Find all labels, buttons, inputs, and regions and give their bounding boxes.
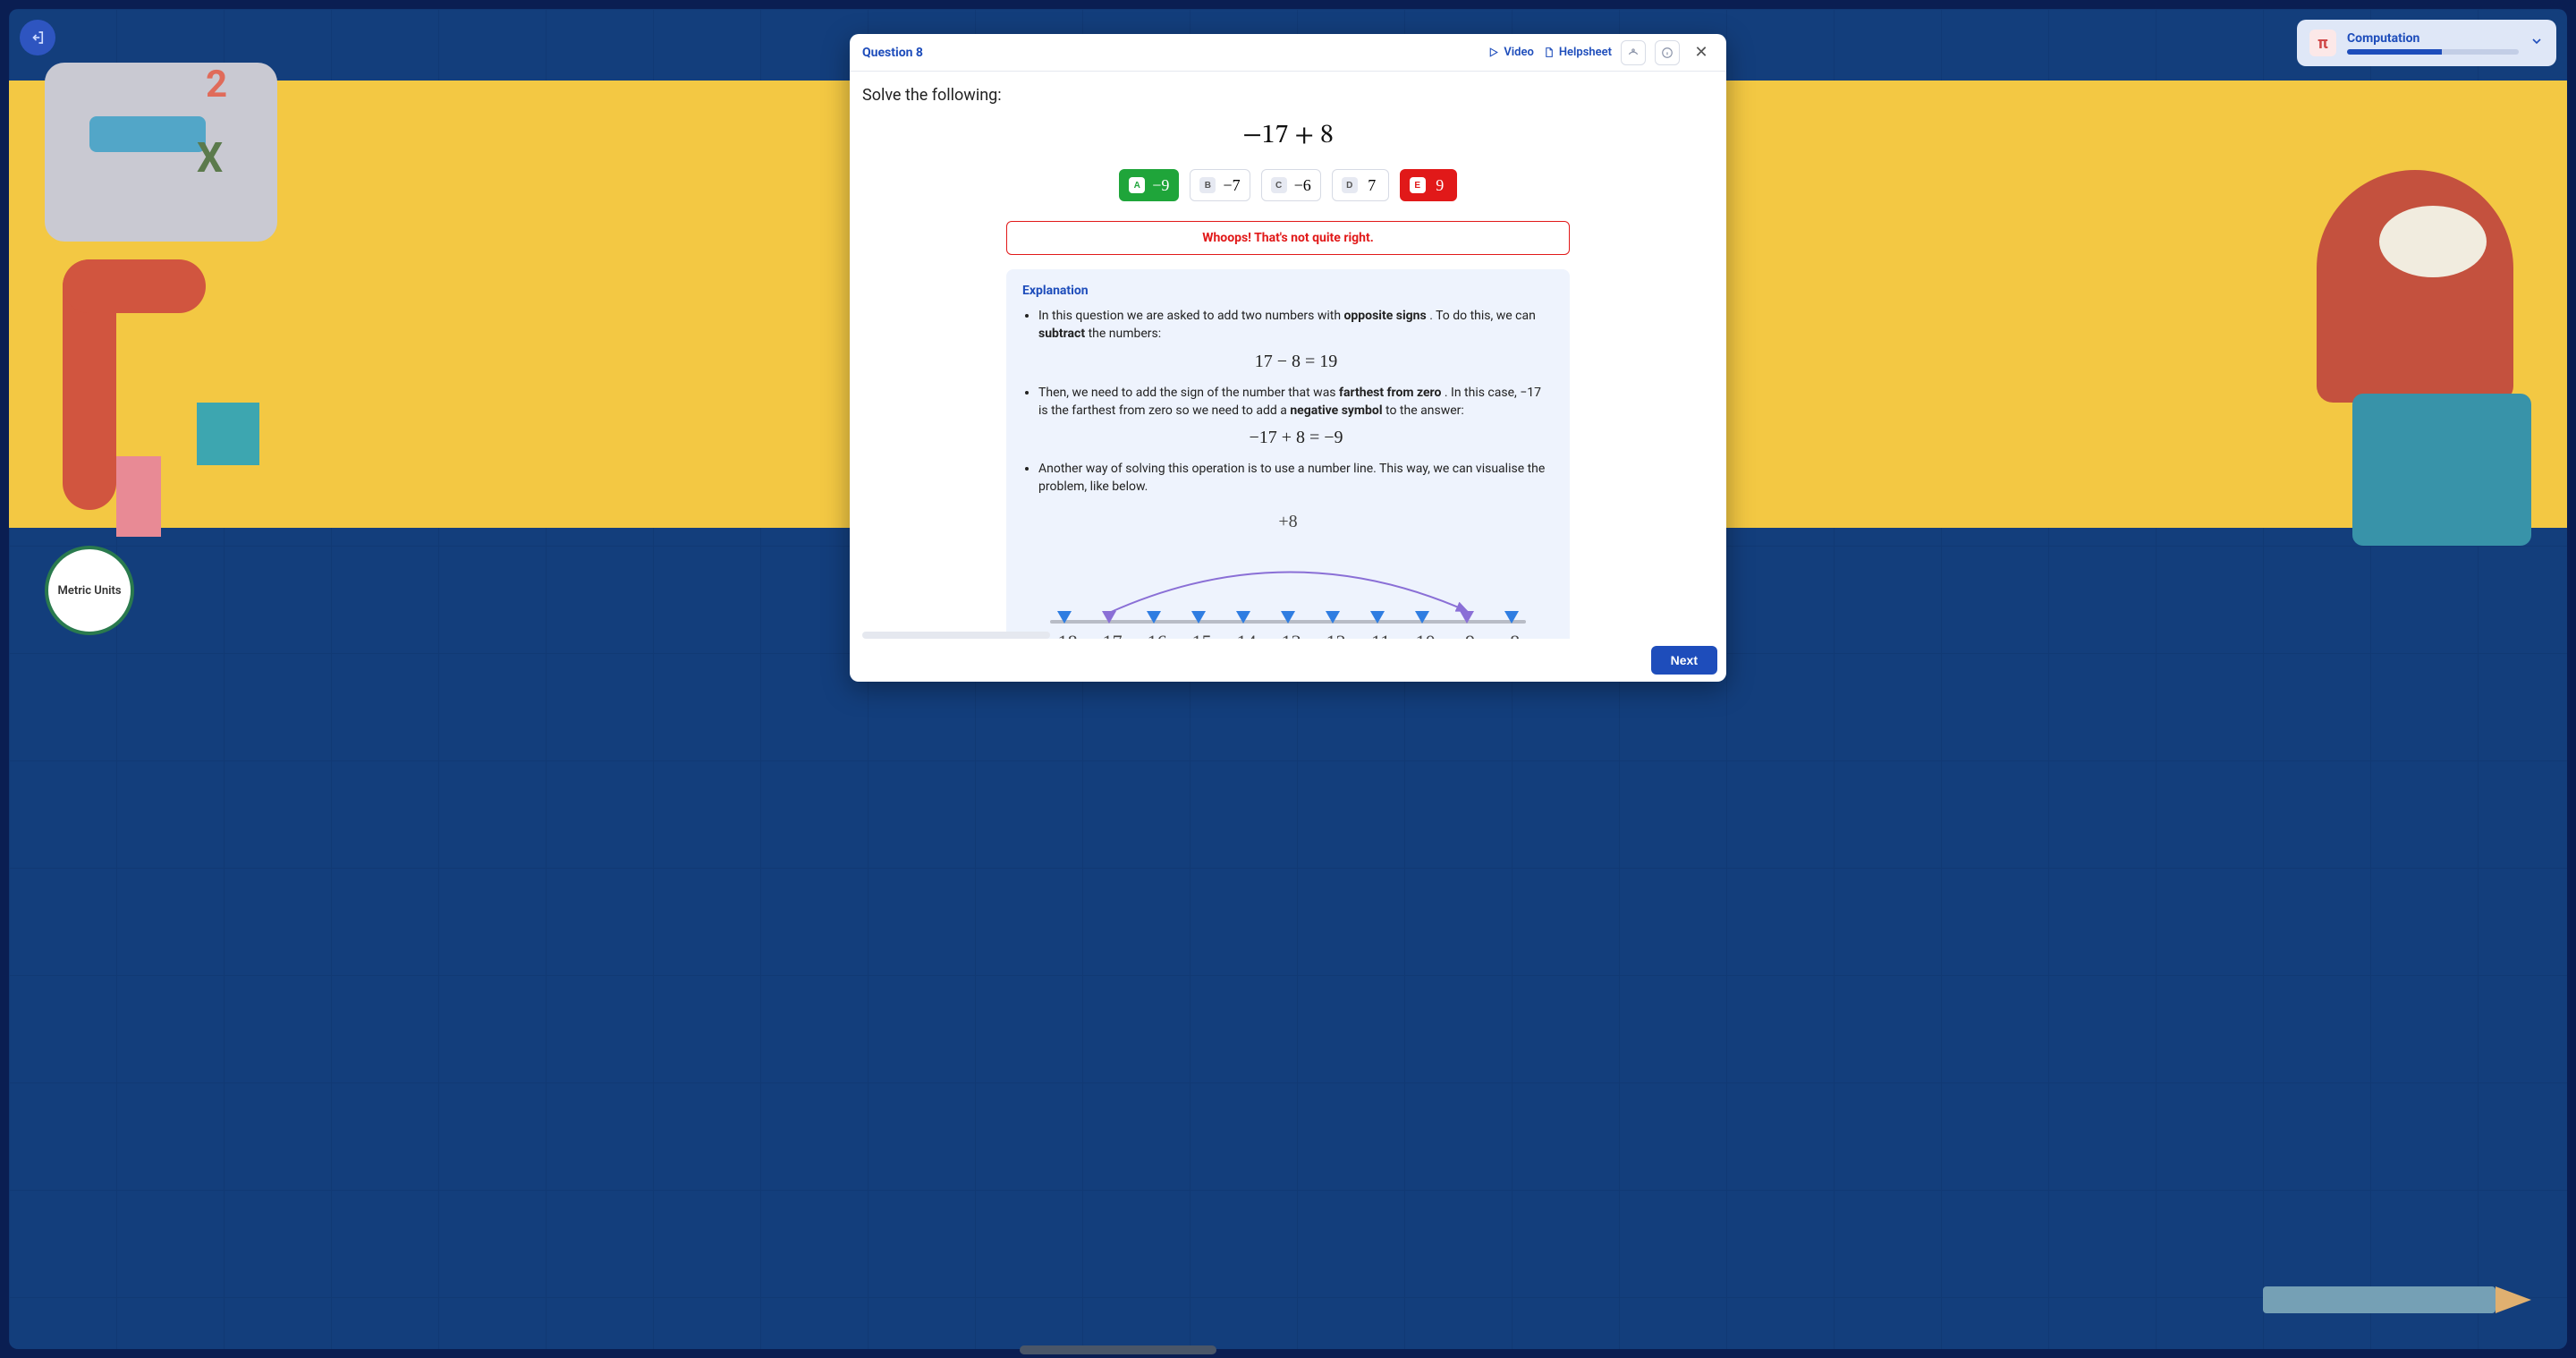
explain-p1-b: . To do this, we can <box>1429 309 1536 323</box>
svg-text:-10: -10 <box>1409 631 1435 639</box>
video-link[interactable]: Video <box>1487 46 1534 59</box>
explain-p1-bold2: subtract <box>1038 327 1085 341</box>
progress-bar <box>2347 49 2519 55</box>
exit-icon <box>30 30 46 46</box>
helpsheet-link[interactable]: Helpsheet <box>1543 46 1612 59</box>
chevron-down-icon <box>2529 34 2544 52</box>
pi-glyph: π <box>2318 34 2328 53</box>
svg-text:-12: -12 <box>1319 631 1345 639</box>
explain-p2-a: Then, we need to add the sign of the num… <box>1038 386 1339 400</box>
metric-units-label: Metric Units <box>57 584 121 598</box>
feedback-banner: Whoops! That's not quite right. <box>1006 221 1570 255</box>
bg-pencil <box>2263 1286 2496 1313</box>
svg-text:-17: -17 <box>1096 631 1122 639</box>
read-aloud-icon <box>1627 47 1640 59</box>
exit-button[interactable] <box>20 20 55 55</box>
answer-letter: D <box>1342 177 1358 193</box>
bg-robot-face <box>2379 206 2487 277</box>
bg-x-glyph: X <box>197 134 223 182</box>
os-horizontal-scrollbar[interactable] <box>1020 1345 1556 1354</box>
explain-eq2: −17 + 8 = −9 <box>1038 425 1554 451</box>
answer-letter: B <box>1199 177 1216 193</box>
answer-option-c[interactable]: C −6 <box>1261 169 1321 201</box>
progress-pill[interactable]: π Computation <box>2297 20 2556 66</box>
svg-text:+8: +8 <box>1278 512 1297 531</box>
progress-bar-fill <box>2347 49 2442 55</box>
answer-value: −9 <box>1152 176 1169 195</box>
bg-square-pink <box>116 456 161 537</box>
read-aloud-button[interactable] <box>1621 40 1646 65</box>
bg-pencil-tip <box>2496 1286 2531 1313</box>
svg-text:-9: -9 <box>1459 631 1475 639</box>
answer-option-a[interactable]: A −9 <box>1119 169 1179 201</box>
explain-p2-bold1: farthest from zero <box>1339 386 1441 400</box>
explain-p2-c: to the answer: <box>1385 403 1464 418</box>
modal-footer: Next <box>850 639 1726 682</box>
bg-2-glyph: 2 <box>206 63 227 106</box>
explain-p1-c: the numbers: <box>1089 327 1162 341</box>
explain-eq1: 17 − 8 = 19 <box>1038 349 1554 375</box>
svg-text:-14: -14 <box>1230 631 1256 639</box>
question-modal: Question 8 Video Helpsheet ✕ Solve the f… <box>850 34 1726 682</box>
bg-left-wave <box>89 116 206 152</box>
svg-text:-8: -8 <box>1504 631 1520 639</box>
info-button[interactable] <box>1655 40 1680 65</box>
next-button[interactable]: Next <box>1651 646 1717 675</box>
bg-robot-head <box>2317 170 2513 403</box>
answer-letter: E <box>1410 177 1426 193</box>
answer-value: −6 <box>1294 176 1311 195</box>
answer-option-d[interactable]: D7 <box>1332 169 1389 201</box>
question-expression: −17 + 8 <box>862 119 1714 153</box>
answer-value: 7 <box>1365 176 1379 195</box>
explanation-p2: Then, we need to add the sign of the num… <box>1038 384 1554 452</box>
svg-text:-16: -16 <box>1140 631 1166 639</box>
explanation-title: Explanation <box>1022 284 1554 298</box>
answer-value: 9 <box>1433 176 1447 195</box>
svg-text:-15: -15 <box>1185 631 1211 639</box>
explain-p1-bold1: opposite signs <box>1344 309 1427 323</box>
close-button[interactable]: ✕ <box>1689 40 1714 65</box>
helpsheet-link-label: Helpsheet <box>1559 46 1612 59</box>
explanation-p1: In this question we are asked to add two… <box>1038 307 1554 375</box>
document-icon <box>1543 47 1555 58</box>
modal-header: Question 8 Video Helpsheet ✕ <box>850 34 1726 72</box>
number-line-diagram: +8 -18 -17 -16 -15 -14 -13 -12 -11 -10 -9 -8 <box>1038 505 1538 639</box>
answer-letter: C <box>1271 177 1287 193</box>
video-link-label: Video <box>1504 46 1534 59</box>
modal-scrollbar[interactable] <box>862 632 1050 639</box>
bg-left-cloud <box>45 63 277 242</box>
explain-p1-a: In this question we are asked to add two… <box>1038 309 1344 323</box>
svg-text:-18: -18 <box>1051 631 1077 639</box>
bg-red-pipe-h <box>63 259 206 313</box>
info-icon <box>1661 47 1674 59</box>
bg-square-teal <box>197 403 259 465</box>
question-number: Question 8 <box>862 46 1479 60</box>
answer-options: A −9 B −7 C −6 D7 E9 <box>862 169 1714 201</box>
answer-option-e[interactable]: E9 <box>1400 169 1457 201</box>
play-icon <box>1487 47 1499 58</box>
answer-option-b[interactable]: B −7 <box>1190 169 1250 201</box>
question-prompt: Solve the following: <box>862 86 1714 105</box>
close-icon: ✕ <box>1694 43 1707 62</box>
progress-title: Computation <box>2347 31 2519 46</box>
answer-letter: A <box>1129 177 1145 193</box>
bg-robot-body <box>2352 394 2531 546</box>
explanation-box: Explanation In this question we are aske… <box>1006 269 1570 639</box>
pi-icon: π <box>2309 30 2336 56</box>
svg-text:-13: -13 <box>1275 631 1301 639</box>
metric-units-badge[interactable]: Metric Units <box>45 546 134 635</box>
progress-info: Computation <box>2347 31 2519 55</box>
answer-value: −7 <box>1223 176 1240 195</box>
explanation-p3: Another way of solving this operation is… <box>1038 460 1554 497</box>
modal-body: Solve the following: −17 + 8 A −9 B −7 C −6 D7… <box>850 72 1726 639</box>
os-scroll-thumb[interactable] <box>1020 1345 1216 1354</box>
explain-p2-bold2: negative symbol <box>1290 403 1382 418</box>
svg-text:-11: -11 <box>1365 631 1391 639</box>
